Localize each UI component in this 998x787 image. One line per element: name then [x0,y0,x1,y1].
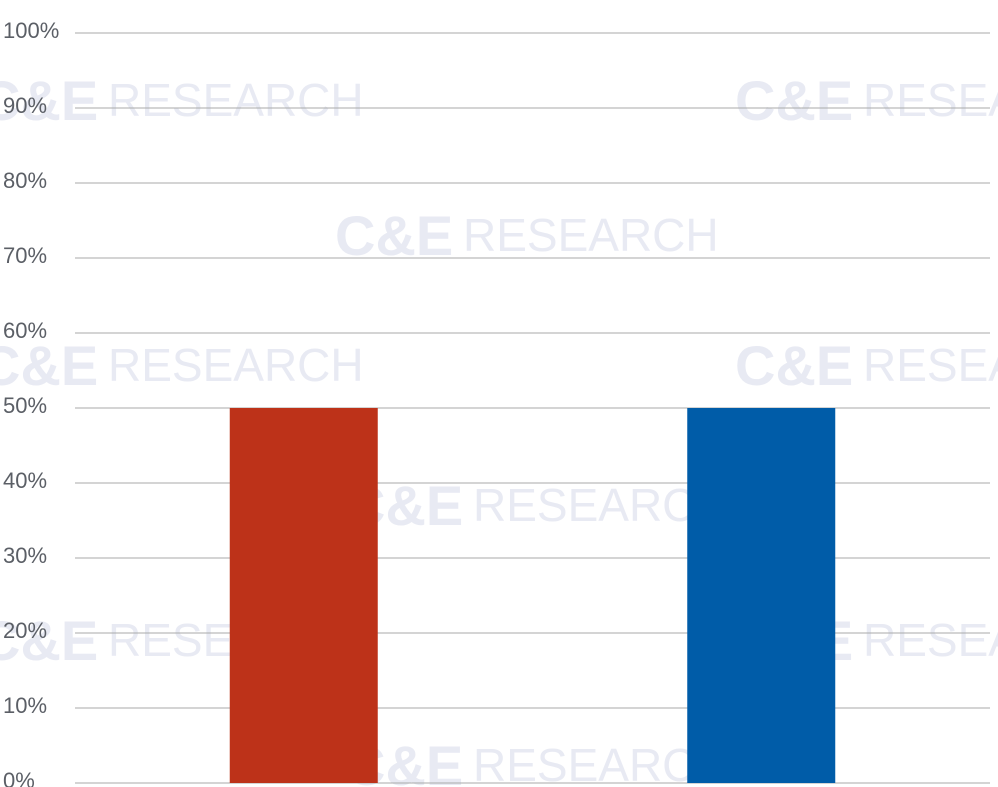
watermark-word: RESEARCH [863,614,998,666]
bar [229,408,378,783]
watermark-brand: C&E [0,609,98,672]
y-tick-label: 0% [3,768,35,787]
y-tick-label: 80% [3,168,47,193]
y-tick-label: 40% [3,468,47,493]
watermark-brand: C&E [735,69,853,132]
watermark-word: RESEARCH [108,339,364,391]
watermark-word: RESEARCH [473,479,729,531]
y-tick-label: 30% [3,543,47,568]
y-tick-label: 50% [3,393,47,418]
watermark-word: RESEARCH [863,339,998,391]
watermark-brand: C&E [0,69,98,132]
gridlines [75,32,990,784]
y-tick-label: 100% [3,18,59,43]
watermark-brand: C&E [0,334,98,397]
watermark-word: RESEARCH [473,739,729,787]
y-tick-label: 70% [3,243,47,268]
y-tick-label: 90% [3,93,47,118]
watermark-brand: C&E [335,204,453,267]
bar [687,408,836,783]
bars [229,408,836,783]
y-tick-label: 10% [3,693,47,718]
watermark-word: RESEARCH [863,74,998,126]
y-axis-ticks: 0% 10% 20% 30% 40% 50% 60% 70% 80% 90% 100% [3,18,59,787]
watermark-layer: C&ERESEARCHC&ERESEARCHC&ERESEARCHC&ERESE… [0,69,998,787]
watermark-word: RESEARCH [463,209,719,261]
y-tick-label: 20% [3,618,47,643]
watermark-word: RESEARCH [108,74,364,126]
watermark-brand: C&E [735,334,853,397]
y-tick-label: 60% [3,318,47,343]
